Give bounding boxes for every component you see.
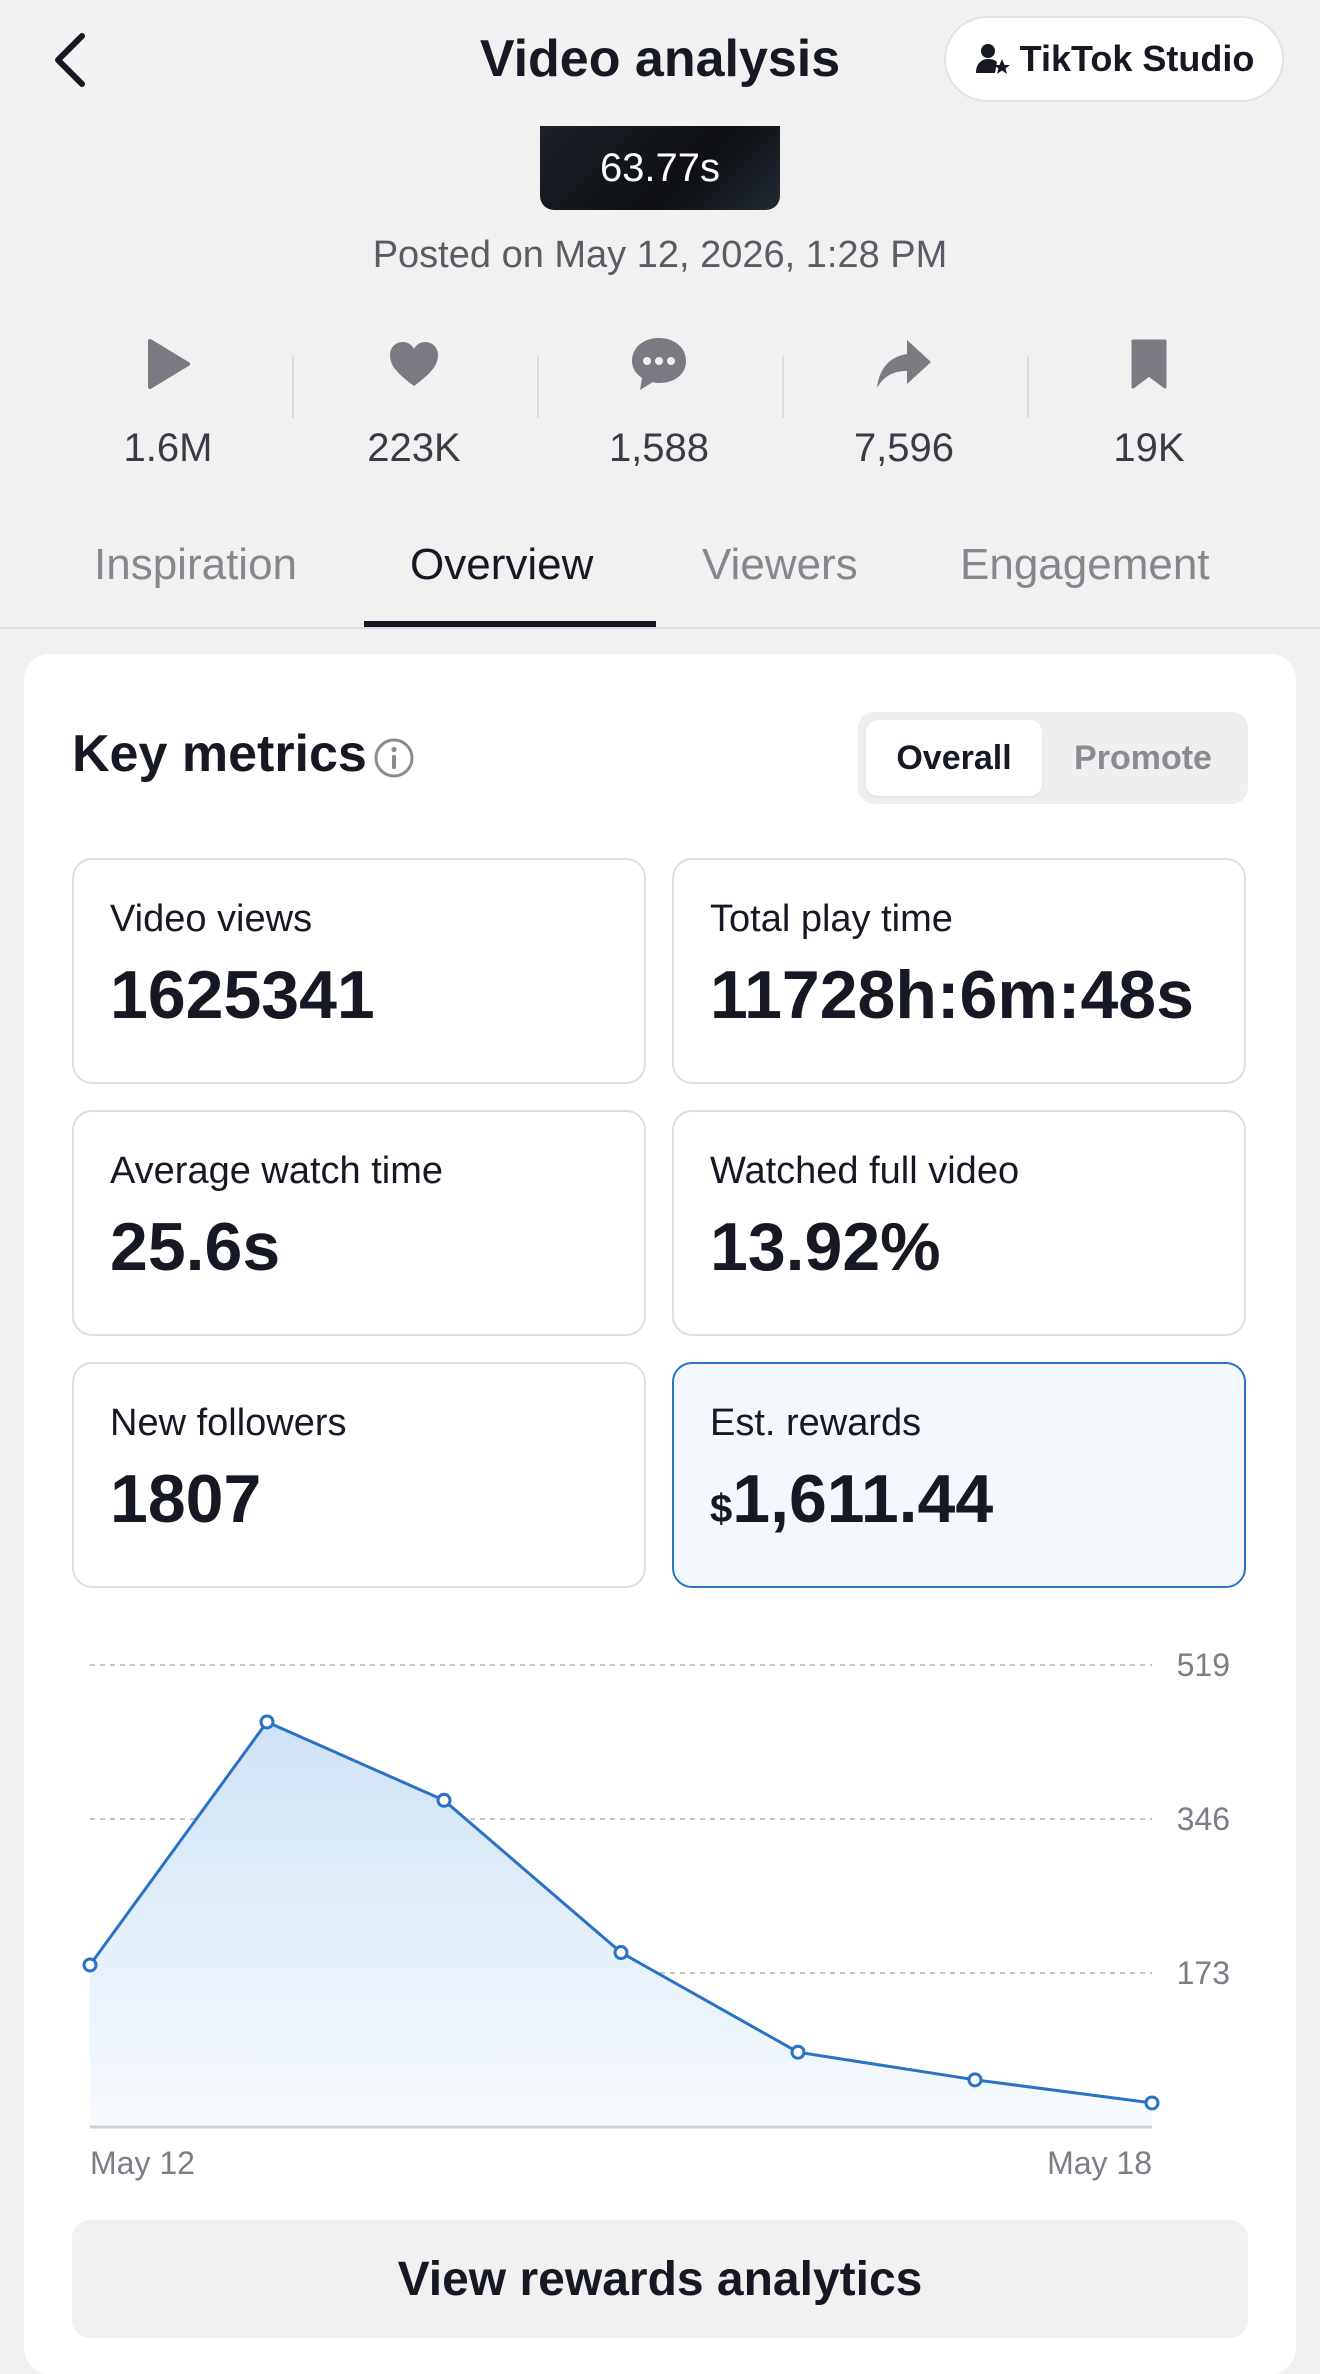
metric-value: $1,611.44 (710, 1460, 993, 1538)
data-point-may-16[interactable] (790, 2044, 806, 2060)
stat-divider (537, 356, 539, 418)
metric-value: 25.6s (110, 1209, 281, 1285)
metric-value: 1807 (110, 1461, 262, 1537)
chevron-left-icon (55, 33, 85, 87)
posted-date: Posted on May 12, 2026, 1:28 PM (372, 234, 948, 276)
video-duration: 63.77s (599, 145, 721, 190)
x-tick-label: May 18 (1047, 2145, 1152, 2181)
metric-label: Watched full video (710, 1150, 1020, 1192)
metric-label: Est. rewards (710, 1402, 922, 1444)
metric-est-rewards[interactable]: Est. rewards $1,611.44 (672, 1362, 1246, 1588)
stat-likes: 223K (314, 334, 514, 471)
page-title: Video analysis (479, 30, 841, 88)
metric-value: 13.92% (710, 1209, 941, 1285)
metric-average-watch-time[interactable]: Average watch time 25.6s (72, 1110, 646, 1336)
data-point-may-14[interactable] (436, 1792, 452, 1808)
share-icon (877, 340, 931, 388)
stat-shares-value: 7,596 (853, 426, 955, 470)
data-point-may-17[interactable] (967, 2072, 983, 2088)
metric-label: Average watch time (110, 1150, 444, 1192)
stat-saves-value: 19K (1113, 426, 1185, 470)
metric-new-followers[interactable]: New followers 1807 (72, 1362, 646, 1588)
play-icon (148, 339, 190, 389)
stat-views: 1.6M (68, 334, 268, 471)
metric-video-views[interactable]: Video views 1625341 (72, 858, 646, 1084)
tiktok-studio-label: TikTok Studio (1019, 38, 1255, 79)
metric-label: Video views (110, 898, 313, 940)
metric-watched-full-video[interactable]: Watched full video 13.92% (672, 1110, 1246, 1336)
stat-comments: 1,588 (559, 334, 759, 471)
metric-label: New followers (110, 1402, 347, 1444)
metric-value: 1625341 (110, 957, 375, 1033)
view-rewards-analytics-button[interactable]: View rewards analytics (72, 2220, 1248, 2338)
data-point-may-12[interactable] (82, 1957, 98, 1973)
data-point-may-15[interactable] (613, 1945, 629, 1961)
tab-overview[interactable]: Overview (410, 540, 594, 589)
tab-engagement[interactable]: Engagement (960, 540, 1210, 589)
key-metrics-title: Key metrics (72, 725, 367, 783)
tab-viewers[interactable]: Viewers (702, 540, 858, 589)
comment-icon (632, 338, 686, 390)
tabs-divider (0, 627, 1320, 629)
currency-symbol: $ (710, 1487, 733, 1531)
active-tab-indicator (364, 621, 656, 627)
heart-icon (390, 342, 438, 386)
data-point-may-13[interactable] (259, 1714, 275, 1730)
user-star-icon (975, 44, 1010, 74)
stat-shares: 7,596 (804, 334, 1004, 471)
metric-value: 11728h:6m:48s (710, 957, 1194, 1033)
metric-label: Total play time (710, 898, 953, 940)
tab-inspiration[interactable]: Inspiration (94, 540, 298, 589)
toggle-promote[interactable]: Promote (1074, 738, 1212, 777)
tiktok-studio-button[interactable]: TikTok Studio (944, 16, 1284, 102)
y-tick-label: 519 (1177, 1647, 1230, 1683)
rewards-chart: 173 346 519 May 12 May 18 (82, 1647, 1230, 2181)
video-thumbnail[interactable]: 63.77s (540, 126, 780, 210)
rewards-amount: 1,611.44 (732, 1461, 994, 1537)
stat-divider (1027, 356, 1029, 418)
back-button[interactable] (40, 24, 100, 96)
stat-views-value: 1.6M (123, 426, 213, 470)
info-icon[interactable] (372, 736, 416, 780)
x-tick-label: May 12 (90, 2145, 195, 2181)
bookmark-icon (1131, 339, 1167, 389)
stat-divider (782, 356, 784, 418)
chart-area (90, 1721, 1152, 2127)
stat-likes-value: 223K (367, 426, 461, 470)
metric-total-play-time[interactable]: Total play time 11728h:6m:48s (672, 858, 1246, 1084)
y-tick-label: 173 (1177, 1955, 1230, 1991)
stat-divider (292, 356, 294, 418)
data-point-may-18[interactable] (1144, 2095, 1160, 2111)
stat-saves: 19K (1049, 334, 1249, 471)
stat-comments-value: 1,588 (608, 426, 710, 470)
y-tick-label: 346 (1177, 1801, 1230, 1837)
toggle-overall[interactable]: Overall (866, 720, 1042, 796)
